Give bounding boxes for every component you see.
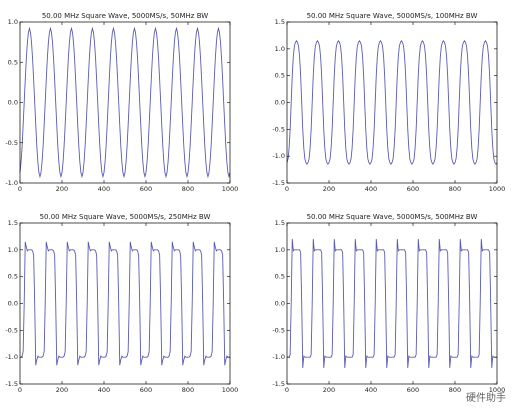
y-tick-label: 0.0 [8,300,18,308]
y-tick-label: -0.5 [272,326,285,334]
y-tick-label: -1.0 [272,353,285,361]
y-tick-label: -1.0 [5,179,18,187]
y-tick-label: 0.5 [275,273,285,281]
chart-title: 50.00 MHz Square Wave, 5000MS/s, 500MHz … [307,213,478,221]
x-tick-label: 400 [365,185,377,193]
x-tick-label: 0 [285,386,289,394]
y-tick-label: 1.0 [275,246,285,254]
y-tick-label: 1.5 [275,219,285,227]
x-tick-label: 0 [18,185,22,193]
watermark: 硬件助手 [466,391,506,404]
y-tick-label: -1.0 [272,152,285,160]
plot-frame [286,21,498,184]
y-tick-label: -1.5 [5,380,18,388]
y-tick-label: -1.5 [272,179,285,187]
x-tick-label: 1000 [489,185,506,193]
x-tick-label: 1000 [222,386,239,394]
y-tick-label: 1.5 [275,18,285,26]
y-tick-label: 0.0 [275,300,285,308]
x-tick-label: 0 [285,185,289,193]
y-tick-label: 0.0 [275,99,285,107]
wave-line [19,26,231,179]
y-tick-label: 1.0 [8,18,18,26]
y-tick-label: -1.5 [272,380,285,388]
y-tick-label: -1.0 [5,353,18,361]
chart-title: 50.00 MHz Square Wave, 5000MS/s, 50MHz B… [42,12,208,20]
y-tick-label: 1.5 [8,219,18,227]
x-tick-label: 800 [182,185,194,193]
chart-title: 50.00 MHz Square Wave, 5000MS/s, 250MHz … [40,213,211,221]
x-tick-label: 800 [182,386,194,394]
y-tick-label: -0.5 [5,326,18,334]
x-tick-label: 200 [323,386,335,394]
plot-frame [286,222,498,385]
x-tick-label: 200 [56,386,68,394]
x-tick-label: 600 [407,185,419,193]
wave-line [20,241,230,366]
x-tick-label: 600 [407,386,419,394]
x-tick-label: 200 [323,185,335,193]
x-tick-label: 400 [98,185,110,193]
x-tick-label: 800 [449,185,461,193]
y-tick-label: 0.5 [275,72,285,80]
wave-line [287,239,497,368]
chart-title: 50.00 MHz Square Wave, 5000MS/s, 100MHz … [307,12,478,20]
y-tick-label: 1.0 [275,45,285,53]
x-tick-label: 200 [56,185,68,193]
x-tick-label: 1000 [489,386,506,394]
y-tick-label: 0.0 [8,99,18,107]
plot-frame [19,21,231,184]
y-tick-label: -0.5 [5,139,18,147]
x-tick-label: 400 [365,386,377,394]
wave-line [286,39,498,166]
x-tick-label: 600 [140,386,152,394]
y-tick-label: 0.5 [8,58,18,66]
plot-frame [19,222,231,385]
x-tick-label: 400 [98,386,110,394]
x-tick-label: 1000 [222,185,239,193]
y-tick-label: 1.0 [8,246,18,254]
x-tick-label: 800 [449,386,461,394]
x-tick-label: 0 [18,386,22,394]
y-tick-label: -0.5 [272,125,285,133]
x-tick-label: 600 [140,185,152,193]
y-tick-label: 0.5 [8,273,18,281]
